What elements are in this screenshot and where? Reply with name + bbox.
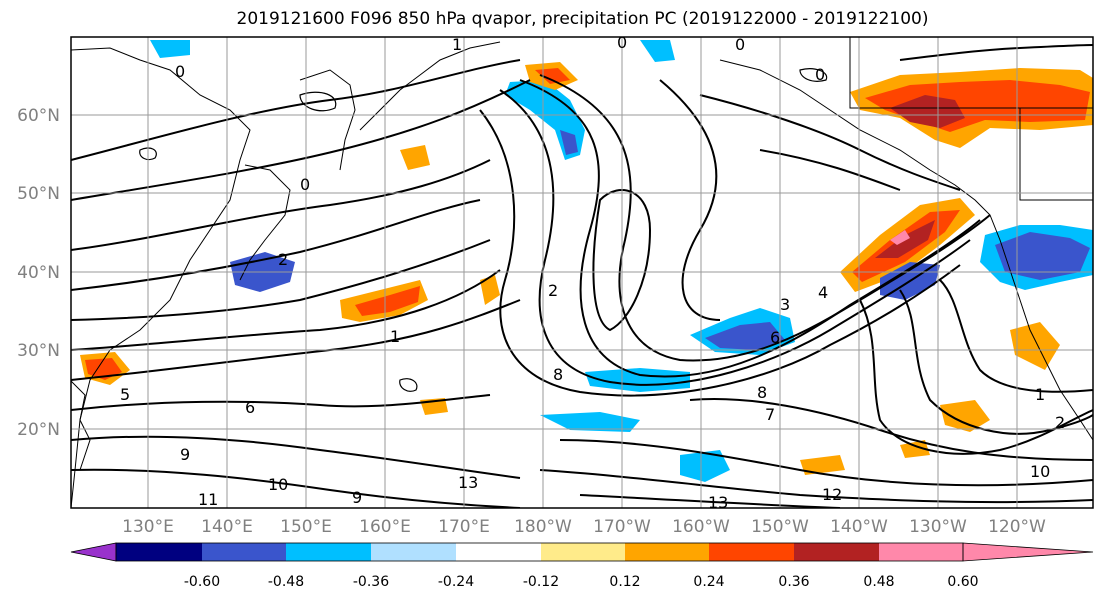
contour-label: 2 [548,281,558,300]
colorbar-segment [709,543,794,561]
lon-label: 180°W [514,517,572,537]
north-negative [640,40,675,62]
contour-label: 1 [1035,385,1045,404]
colorbar-segment [116,543,202,561]
lon-label: 130°E [122,517,174,537]
contour-label: 1 [390,327,400,346]
lat-axis: 60°N 50°N 40°N 30°N 20°N [17,106,60,440]
contour-label: 2 [278,250,288,269]
colorbar-segment [456,543,541,561]
contour-label: 0 [300,175,310,194]
contour-label: 1 [452,35,462,54]
subtrop-negative [585,368,690,392]
nwpac-positive-core [355,286,420,316]
lat-label: 40°N [17,263,60,283]
colorbar-tick-label: 0.24 [693,574,724,590]
contour-label: 0 [735,35,745,54]
contour-label: 2 [1055,413,1065,432]
alaska-positive-center [890,95,965,128]
colorbar-tick-label: -0.48 [268,574,304,590]
coastlines [71,37,1093,508]
contour-label: 0 [815,65,825,84]
colorbar-low-extend [70,542,117,562]
colorbar-segment [879,543,963,561]
contour-label: 0 [617,33,627,52]
lon-label: 140°E [201,517,253,537]
colorbar-segment [371,543,456,561]
map-frame [70,36,1094,509]
contour-label: 4 [818,283,828,302]
lat-label: 20°N [17,420,60,440]
contour-label: 0 [175,62,185,81]
lon-label: 160°E [359,517,411,537]
lon-label: 130°W [909,517,967,537]
page-title: 2019121600 F096 850 hPa qvapor, precipit… [236,9,929,29]
contour-label: 13 [458,473,478,492]
precip-shading [80,40,1093,482]
contour-label: 8 [553,365,563,384]
contour-label: 10 [1030,462,1050,481]
colorbar-high-extend [962,542,1094,562]
colorbar-tick-label: 0.36 [778,574,809,590]
lon-label: 150°W [751,517,809,537]
contour-label: 9 [180,445,190,464]
colorbar-segment [202,543,286,561]
contour-label: 3 [780,295,790,314]
colorbar-segment [625,543,709,561]
colorbar-tick-label: 0.48 [863,574,894,590]
contour-label: 8 [757,383,767,402]
ar-positive-peak [890,230,910,245]
contour-label: 7 [765,405,775,424]
contour-label: 13 [708,493,728,512]
lat-label: 50°N [17,184,60,204]
contour-label: 12 [822,485,842,504]
gridlines [71,37,1093,508]
colorbar-segment [541,543,625,561]
small-positive-4 [900,440,930,458]
contour-label: 5 [120,385,130,404]
contour-label: 6 [770,328,780,347]
central-negative-core [705,322,785,350]
contour-labels: 1 0 0 0 0 0 2 1 2 3 4 5 6 6 7 8 8 9 9 10… [120,33,1065,512]
bering-negative-core [560,130,578,155]
colorbar-ticks: -0.60 -0.48 -0.36 -0.24 -0.12 0.12 0.24 … [184,574,979,590]
colorbar-segment [794,543,879,561]
lon-axis: 130°E 140°E 150°E 160°E 170°E 180°W 170°… [122,517,1046,537]
lon-label: 140°W [830,517,888,537]
lon-label: 120°W [988,517,1046,537]
lat-label: 60°N [17,106,60,126]
mexico-positive [940,400,990,432]
small-positive-3 [800,455,845,475]
small-positive-2 [480,275,500,305]
tropics-negative [680,450,730,482]
colorbar-tick-label: 0.12 [609,574,640,590]
japan-negative-b [150,40,190,58]
contour-label: 10 [268,475,288,494]
lon-label: 170°W [593,517,651,537]
lat-label: 30°N [17,341,60,361]
colorbar: -0.60 -0.48 -0.36 -0.24 -0.12 0.12 0.24 … [70,542,1094,590]
lon-label: 160°W [672,517,730,537]
mexico-positive-b [1010,322,1060,370]
lon-label: 170°E [438,517,490,537]
contour-label: 11 [198,490,218,509]
small-positive-1 [400,145,430,170]
colorbar-tick-label: -0.36 [353,574,389,590]
colorbar-tick-label: -0.12 [523,574,559,590]
colorbar-tick-label: 0.60 [947,574,978,590]
map-area: 1 0 0 0 0 0 2 1 2 3 4 5 6 6 7 8 8 9 9 10… [71,33,1093,512]
colorbar-tick-label: -0.24 [438,574,474,590]
contour-label: 9 [352,488,362,507]
colorbar-segment [286,543,371,561]
alaska-west-positive-core [535,68,570,84]
lon-label: 150°E [280,517,332,537]
contour-label: 6 [245,398,255,417]
colorbar-tick-label: -0.60 [184,574,220,590]
westcoast-negative-core [995,232,1090,280]
subtrop-negative-b [540,412,640,432]
